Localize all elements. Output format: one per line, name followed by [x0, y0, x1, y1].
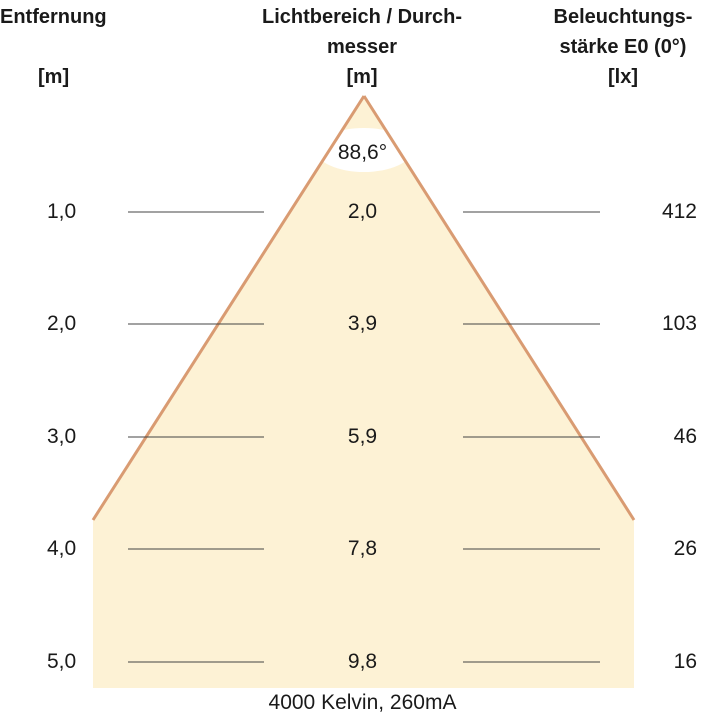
- row-diameter: 2,0: [347, 200, 378, 223]
- distance-header-label: Entfernung: [0, 6, 107, 28]
- illuminance-header-line1: Beleuchtungs-: [553, 6, 693, 28]
- row-illuminance: 46: [673, 425, 697, 448]
- diameter-header-line1: Lichtbereich / Durch-: [261, 6, 463, 28]
- light-cone-left-edge: [91, 95, 366, 521]
- illuminance-header-unit: [lx]: [608, 66, 638, 88]
- distance-header-unit: [m]: [38, 66, 70, 88]
- row-distance: 4,0: [47, 537, 77, 560]
- row-diameter: 3,9: [347, 312, 378, 335]
- row-distance: 5,0: [47, 650, 77, 673]
- illuminance-header-line2: stärke E0 (0°): [559, 36, 687, 58]
- row-lines: [128, 211, 600, 663]
- row-distance: 2,0: [47, 312, 77, 335]
- diameter-header-unit: [m]: [346, 66, 378, 88]
- light-cone-right-edge: [362, 95, 636, 521]
- diameter-header-line2: messer: [326, 36, 398, 58]
- row-diameter: 9,8: [347, 650, 378, 673]
- beam-angle-label: 88,6°: [337, 141, 388, 164]
- distance-header: Entfernung [m]: [0, 2, 107, 88]
- row-illuminance: 412: [661, 200, 697, 223]
- light-cone-fill: [93, 96, 634, 688]
- row-illuminance: 16: [673, 650, 697, 673]
- illuminance-header: Beleuchtungs- stärke E0 (0°) [lx]: [538, 2, 705, 92]
- beam-angle-label-background: [316, 128, 412, 172]
- row-diameter: 7,8: [347, 537, 378, 560]
- row-distance: 3,0: [47, 425, 77, 448]
- light-spec-caption: 4000 Kelvin, 260mA: [268, 691, 457, 714]
- diameter-header: Lichtbereich / Durch- messer [m]: [232, 2, 492, 92]
- row-illuminance: 103: [661, 312, 697, 335]
- row-illuminance: 26: [673, 537, 697, 560]
- row-distance: 1,0: [47, 200, 77, 223]
- row-diameter: 5,9: [347, 425, 378, 448]
